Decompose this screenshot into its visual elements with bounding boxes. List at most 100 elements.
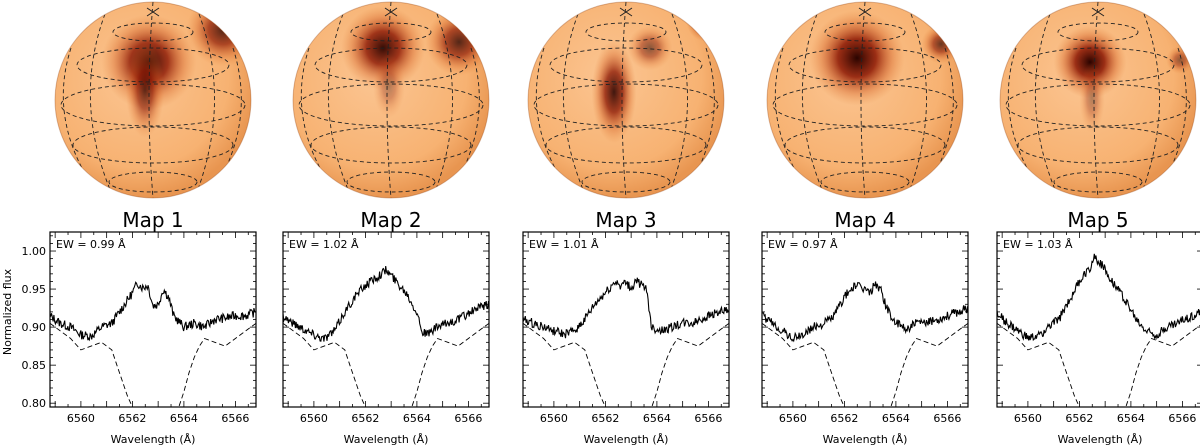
y-tick-label: 0.80 xyxy=(22,397,47,410)
latitude-line xyxy=(314,47,468,83)
latitude-line xyxy=(346,171,436,193)
latitude-line xyxy=(772,83,958,127)
meridian-line xyxy=(327,13,350,193)
y-axis-label: Normalized flux xyxy=(1,268,14,355)
pole-marker xyxy=(384,7,398,17)
equivalent-width-label: EW = 1.01 Å xyxy=(529,238,599,251)
meridian-line xyxy=(462,47,480,171)
x-tick-label: 6562 xyxy=(351,412,379,425)
plot-frame xyxy=(996,231,1200,408)
spectrum-panel-1: 6560 6562 6564 6566 0.80 0.85 0.90 0.95 1.00 EW =… xyxy=(22,231,257,446)
map-title: Map 4 xyxy=(834,208,895,232)
x-tick-label: 6566 xyxy=(221,412,249,425)
starspot xyxy=(686,2,724,42)
x-axis-label: Wavelength (Å) xyxy=(823,433,908,446)
meridian-line xyxy=(1007,47,1029,171)
map-5: Map 5 xyxy=(999,1,1197,232)
meridian-line xyxy=(89,13,112,193)
meridian-line xyxy=(196,13,215,193)
observed-profile-line xyxy=(283,266,489,342)
limb xyxy=(54,1,252,199)
spectrum-panel-2: 6560 6562 6564 6566 EW = 1.02 Å Wavelength (Å… xyxy=(282,231,490,446)
x-axis-label: Wavelength (Å) xyxy=(584,433,669,446)
meridian-line xyxy=(697,47,715,171)
starspot xyxy=(921,24,961,64)
meridian-line xyxy=(669,13,688,193)
meridian-line xyxy=(860,2,866,198)
x-tick-label: 6564 xyxy=(1117,412,1145,425)
x-tick-label: 6562 xyxy=(591,412,619,425)
latitude-line xyxy=(820,171,910,193)
limb xyxy=(999,1,1197,199)
observed-profile-line xyxy=(50,281,256,342)
starspot xyxy=(809,10,905,106)
pole-marker xyxy=(619,7,633,17)
meridian-line xyxy=(1093,2,1099,198)
latitude-line xyxy=(72,126,234,164)
lat-long-grid xyxy=(533,2,719,198)
latitude-line xyxy=(60,83,246,127)
starspot xyxy=(591,40,637,144)
equivalent-width-label: EW = 1.03 Å xyxy=(1003,238,1073,251)
x-tick-label: 6562 xyxy=(1065,412,1093,425)
y-tick-label: 0.90 xyxy=(22,321,47,334)
meridian-line xyxy=(936,47,954,171)
map-title: Map 1 xyxy=(122,208,183,232)
meridian-line xyxy=(562,13,585,193)
x-tick-label: 6564 xyxy=(403,412,431,425)
photospheric-profile-line xyxy=(50,322,256,407)
x-axis-label: Wavelength (Å) xyxy=(111,433,196,446)
meridian-line xyxy=(535,47,557,171)
latitude-line xyxy=(298,83,484,127)
latitude-line xyxy=(310,126,472,164)
plots-row: 6560 6562 6564 6566 0.80 0.85 0.90 0.95 1.00 EW =… xyxy=(22,231,1200,446)
x-tick-label: 6566 xyxy=(933,412,961,425)
meridian-line xyxy=(801,13,824,193)
latitude-line xyxy=(112,22,194,42)
pole-marker xyxy=(1091,7,1105,17)
photospheric-profile-line xyxy=(997,322,1200,407)
map-title: Map 2 xyxy=(360,208,421,232)
y-tick-label: 0.85 xyxy=(22,359,47,372)
latitude-line xyxy=(1053,171,1143,193)
latitude-line xyxy=(784,126,946,164)
x-axis-label: Wavelength (Å) xyxy=(1058,433,1143,446)
meridian-line xyxy=(300,47,322,171)
x-tick-label: 6560 xyxy=(779,412,807,425)
map-3: Map 3 xyxy=(527,1,725,232)
meridian-line xyxy=(386,2,392,198)
x-tick-label: 6562 xyxy=(830,412,858,425)
latitude-line xyxy=(788,47,942,83)
y-tick-label: 1.00 xyxy=(22,245,47,258)
lat-long-grid xyxy=(1005,2,1191,198)
meridian-line xyxy=(224,47,242,171)
latitude-line xyxy=(585,22,667,42)
x-tick-label: 6564 xyxy=(882,412,910,425)
starspot xyxy=(125,42,165,138)
spectrum-panel-5: 6560 6562 6564 6566 EW = 1.03 Å Wavelength (Å… xyxy=(996,231,1200,446)
latitude-line xyxy=(549,47,703,83)
pole-marker xyxy=(858,7,872,17)
x-tick-label: 6560 xyxy=(540,412,568,425)
starspot xyxy=(627,25,673,71)
meridian-line xyxy=(434,13,453,193)
maps-row: Map 1 Map 2 Map 3 Map 4 Map 5 xyxy=(54,1,1197,232)
map-1: Map 1 xyxy=(54,1,252,232)
map-title: Map 3 xyxy=(595,208,656,232)
latitude-line xyxy=(1057,22,1139,42)
meridian-line xyxy=(908,13,927,193)
x-tick-label: 6566 xyxy=(694,412,722,425)
limb xyxy=(292,1,490,199)
lat-long-grid xyxy=(772,2,958,198)
map-2: Map 2 xyxy=(292,1,490,232)
meridian-line xyxy=(774,47,796,171)
spectrum-panel-4: 6560 6562 6564 6566 EW = 0.97 Å Wavelength (Å… xyxy=(761,231,969,446)
latitude-line xyxy=(76,47,230,83)
latitude-line xyxy=(581,171,671,193)
latitude-line xyxy=(545,126,707,164)
observed-profile-line xyxy=(762,281,968,343)
x-tick-label: 6562 xyxy=(118,412,146,425)
meridian-line xyxy=(1034,13,1057,193)
x-tick-label: 6560 xyxy=(67,412,95,425)
